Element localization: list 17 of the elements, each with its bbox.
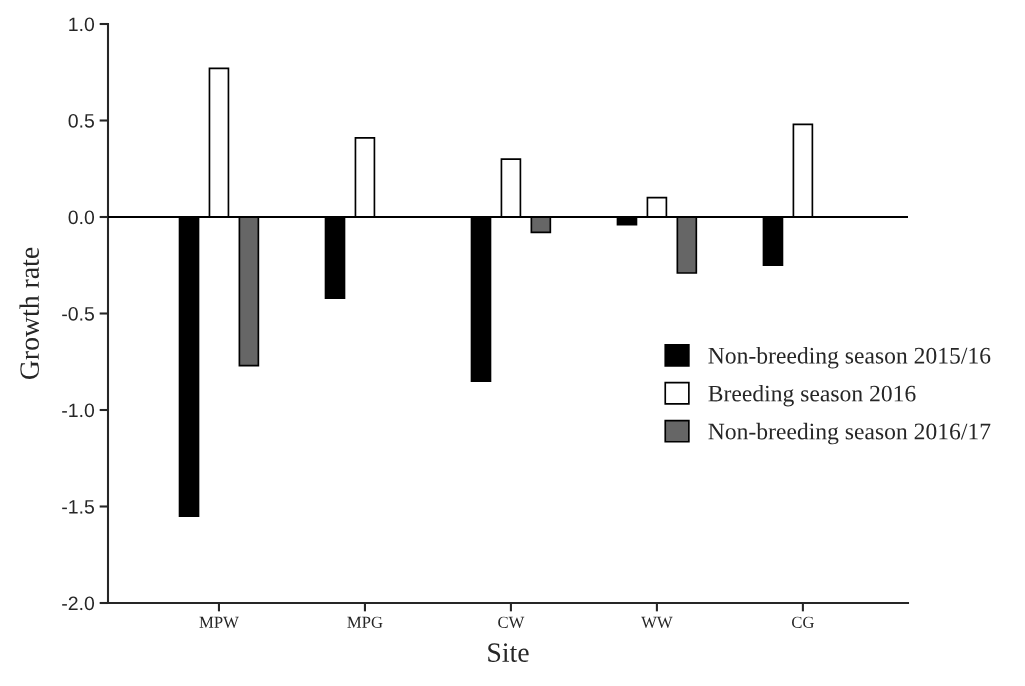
x-tick-label: MPW bbox=[199, 616, 239, 629]
x-tick-label: MPG bbox=[347, 616, 383, 628]
y-tick-label: 0.5 bbox=[68, 113, 94, 128]
x-axis-title: Site bbox=[488, 643, 529, 662]
x-tick-label: WW bbox=[641, 616, 673, 629]
legend-label: Non-breeding season 2016/17 bbox=[708, 422, 991, 445]
y-axis-title: Growth rate bbox=[19, 247, 39, 380]
y-tick-label: -0.5 bbox=[62, 306, 94, 321]
y-tick-label: -1.0 bbox=[62, 403, 95, 418]
y-tick-label: -1.5 bbox=[62, 500, 94, 514]
y-tick-label: -2.0 bbox=[62, 596, 95, 611]
legend-label: Non-breeding season 2015/16 bbox=[708, 347, 991, 369]
x-tick-label: CW bbox=[498, 616, 525, 629]
y-tick-label: 1.0 bbox=[69, 17, 95, 32]
legend-label: Breeding season 2016 bbox=[708, 384, 916, 407]
x-tick-label: CG bbox=[792, 616, 814, 628]
y-tick-label: 0.0 bbox=[68, 210, 95, 225]
